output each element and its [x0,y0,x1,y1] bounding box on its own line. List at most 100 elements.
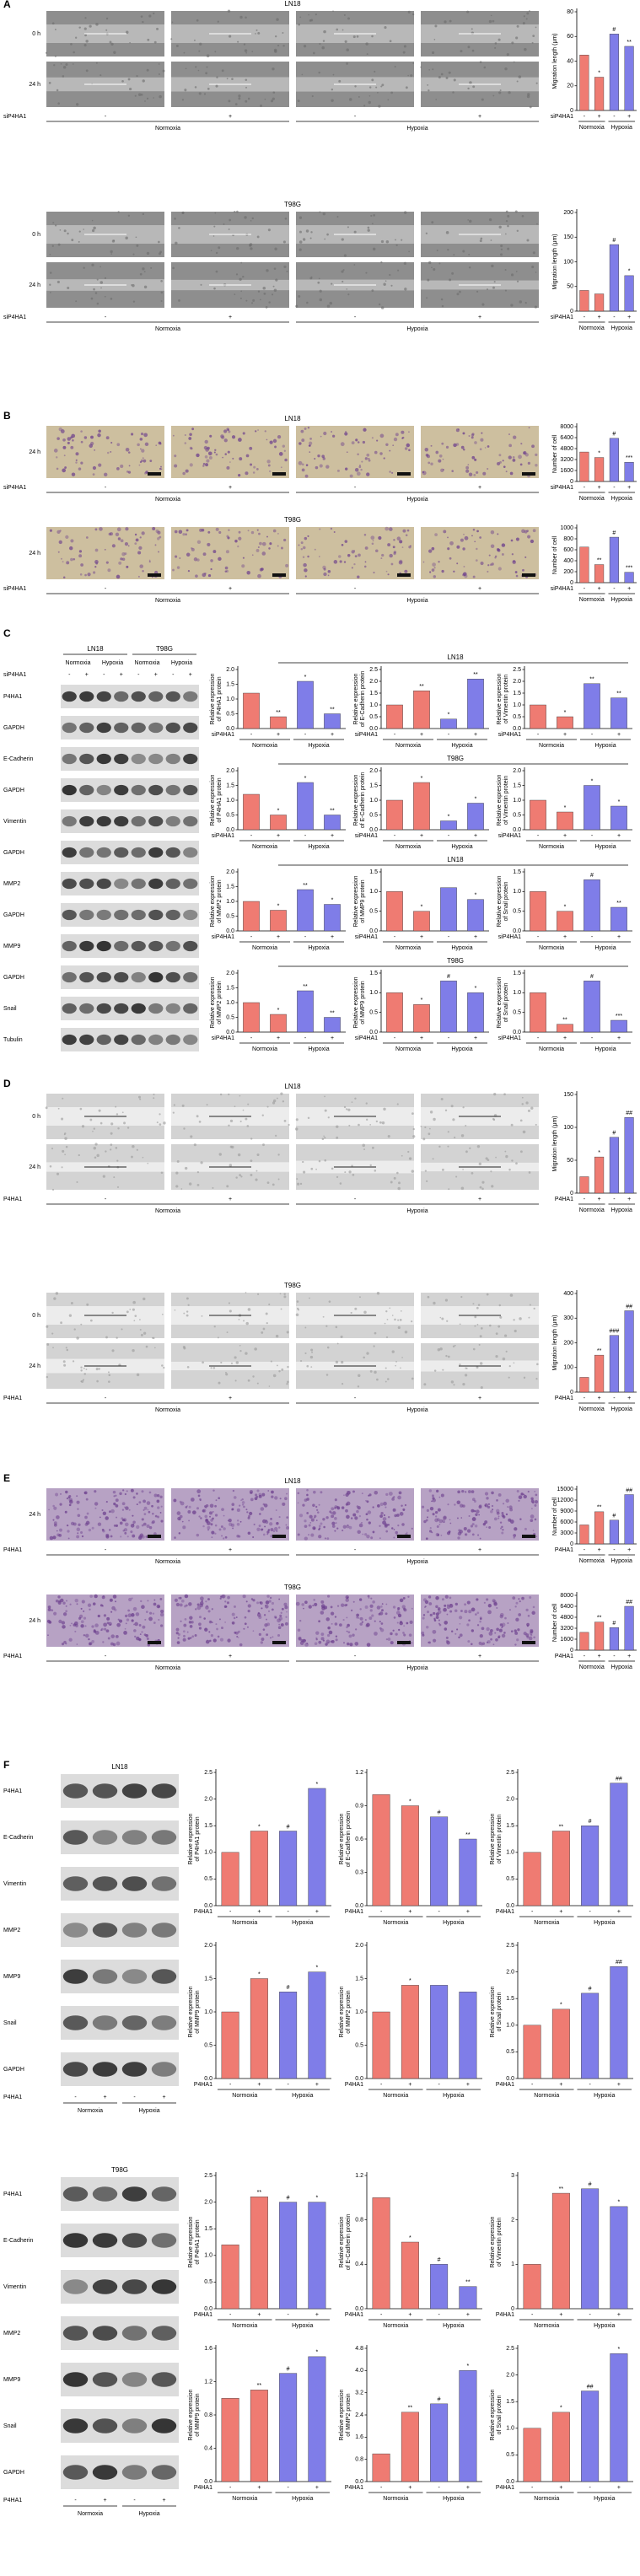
cell [514,210,518,213]
stained-cell [190,447,193,450]
row-label: 24 h [29,82,40,88]
stained-cell [184,433,186,437]
bar [250,2197,268,2310]
stained-cell [396,1621,399,1624]
cell [384,1322,386,1325]
stained-cell [209,1639,212,1643]
treatment-sign: + [627,1197,631,1202]
cell [260,298,261,301]
group-label: Hypoxia [611,597,632,603]
stained-cell [264,1623,268,1627]
stained-cell [229,1522,233,1526]
cell [374,70,376,73]
stained-cell [241,1498,244,1501]
stained-cell [470,1525,473,1528]
stained-cell [256,1601,260,1605]
cell [490,239,492,241]
stained-cell [120,464,124,469]
stained-cell [438,1623,442,1627]
cell [184,1166,188,1170]
blot-band [121,1923,148,1938]
cell [64,1154,67,1156]
stained-cell [438,1519,444,1524]
cell [521,1103,524,1105]
cell [371,35,374,38]
y-tick-label: 0.0 [204,2306,212,2312]
stained-cell [140,448,142,450]
stained-cell [111,1605,116,1611]
cell [467,87,470,90]
stained-cell [239,457,243,461]
cell [113,239,115,242]
significance-mark: ** [589,677,594,683]
blot-band [131,784,146,796]
stained-cell [122,1529,126,1532]
stained-cell [264,1525,266,1528]
cell [250,1137,253,1140]
stained-cell [196,1489,202,1494]
treatment-sign: - [537,833,540,839]
stained-cell [185,469,189,473]
blot-band [96,878,111,890]
stained-cell [157,1515,160,1519]
stained-cell [397,1613,402,1618]
bar [609,536,619,583]
treatment-sign: - [137,672,140,678]
cell [511,1159,514,1162]
bar [557,811,573,831]
cell [435,99,438,100]
treatment-sign: - [394,1035,396,1041]
scale-bar [148,472,161,476]
stained-cell [202,552,207,557]
blot-band [183,847,198,858]
bar [581,1825,600,1906]
group-label: Normoxia [78,2511,103,2517]
cell [523,1376,526,1379]
treatment-sign: + [617,934,621,940]
stained-cell [454,1632,457,1635]
cell [505,1350,508,1353]
stained-cell [58,427,62,432]
cell [534,305,538,309]
bar [579,1632,589,1651]
cell [348,1170,352,1174]
group-label: Hypoxia [611,1207,632,1213]
significance-mark: # [438,2397,441,2403]
cell [378,105,381,108]
stained-cell [331,1525,336,1528]
stained-cell [118,561,122,565]
stained-cell [236,1636,239,1638]
stained-cell [227,428,229,432]
significance-mark: ** [473,672,478,678]
stained-cell [425,1537,428,1541]
cell [336,216,339,218]
stained-cell [112,1643,116,1647]
stained-cell [349,474,353,478]
cell [411,1377,414,1380]
cell [515,271,518,272]
stained-cell [380,1622,384,1625]
stained-cell [464,1603,466,1606]
blot-band [62,1034,77,1046]
stained-cell [238,530,241,534]
cell [51,1188,55,1191]
stained-cell [499,1612,504,1617]
y-tick-label: 3 [511,2173,514,2179]
stained-cell [152,1612,155,1615]
cell [480,1326,483,1330]
group-label: Hypoxia [451,844,472,850]
stained-cell [202,462,206,465]
group-label: Hypoxia [594,945,616,951]
stained-cell [185,533,188,536]
stained-cell [67,1530,70,1533]
cell [146,251,150,255]
y-tick-label: 1.0 [369,990,378,996]
stained-cell [105,436,110,440]
stained-cell [422,1633,425,1637]
stained-cell [76,1535,80,1539]
stained-cell [383,457,385,460]
stained-cell [108,532,111,536]
stained-cell [157,537,160,540]
stained-cell [227,536,230,540]
micrograph [296,426,414,478]
